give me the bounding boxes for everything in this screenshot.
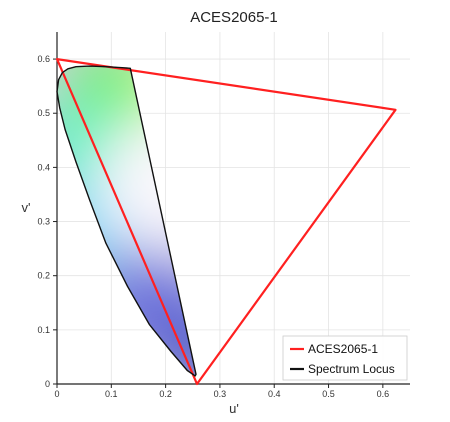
x-tick-label: 0.1 — [105, 389, 118, 399]
y-tick-label: 0.2 — [37, 271, 50, 281]
tick-labels: 0 0.1 0.2 0.3 0.4 0.5 0.6 0 0.1 0.2 0.3 0.4 0.5 0.6 — [37, 54, 389, 399]
y-tick-label: 0.1 — [37, 325, 50, 335]
y-tick-label: 0.6 — [37, 54, 50, 64]
series-aces2065-1 — [55, 57, 397, 386]
y-axis-label: v' — [22, 200, 31, 215]
x-tick-label: 0.4 — [268, 389, 281, 399]
x-tick-label: 0.2 — [159, 389, 172, 399]
y-tick-label: 0.4 — [37, 162, 50, 172]
chart-title: ACES2065-1 — [190, 9, 278, 26]
x-tick-label: 0.6 — [377, 389, 390, 399]
y-tick-label: 0.3 — [37, 217, 50, 227]
y-tick-label: 0 — [45, 379, 50, 389]
y-tick-label: 0.5 — [37, 108, 50, 118]
x-tick-label: 0.5 — [322, 389, 335, 399]
legend-label-aces: ACES2065-1 — [308, 342, 378, 356]
legend-box — [282, 335, 408, 381]
x-tick-label: 0.3 — [214, 389, 227, 399]
x-axis-label: u' — [229, 401, 239, 416]
legend: ACES2065-1 Spectrum Locus — [282, 335, 408, 381]
legend-label-locus: Spectrum Locus — [308, 362, 395, 376]
x-tick-label: 0 — [54, 389, 59, 399]
series-layer — [55, 57, 397, 386]
series-spectrum-locus — [56, 65, 197, 377]
